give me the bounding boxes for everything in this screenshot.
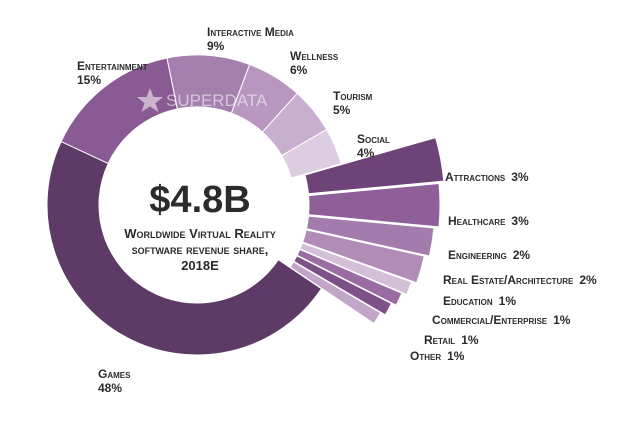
slice-label-group: Real Estate/Architecture 2%: [443, 273, 597, 287]
slice-label: Attractions: [445, 170, 506, 184]
value-label: 9%: [207, 39, 225, 53]
slice-label-group: Other 1%: [410, 349, 465, 363]
value-label: 1%: [461, 333, 479, 347]
center-title: $4.8B: [149, 179, 250, 221]
slice-label: Wellness: [290, 49, 339, 63]
slice: [299, 242, 413, 296]
slice-label: Other: [410, 349, 441, 363]
value-label: 2%: [579, 273, 597, 287]
value-label: 1%: [447, 349, 465, 363]
slice: [302, 229, 425, 284]
slice: [305, 215, 435, 257]
slice-label-group: Healthcare 3%: [448, 214, 529, 228]
slice-label-group: Retail 1%: [424, 333, 479, 347]
value-label: 1%: [553, 313, 571, 327]
value-label: 1%: [499, 294, 517, 308]
slice-label-group: Education 1%: [443, 294, 516, 308]
value-label: 5%: [333, 103, 351, 117]
watermark-star: [137, 88, 163, 112]
slice-label: Education: [443, 294, 493, 308]
slice-label: Real Estate/Architecture: [443, 273, 574, 287]
slice-label: Games: [98, 367, 131, 381]
center-subtitle: software revenue share,: [132, 242, 269, 257]
slices: [46, 54, 445, 356]
slice-label: Commercial/Enterprise: [432, 313, 548, 327]
slice: [46, 140, 323, 356]
value-label: 2%: [513, 248, 531, 262]
value-label: 15%: [77, 73, 101, 87]
slice-label: Engineering: [448, 248, 507, 262]
watermark: SUPERDATA: [137, 88, 268, 112]
slice-label-group: Attractions 3%: [445, 170, 529, 184]
value-label: 48%: [98, 381, 122, 395]
slice: [296, 248, 403, 306]
slice: [304, 136, 445, 195]
slice-label: Entertainment: [77, 59, 148, 73]
slice: [280, 128, 342, 179]
slice-label: Healthcare: [448, 214, 506, 228]
slice: [308, 182, 441, 228]
center-subtitle: Worldwide Virtual Reality: [124, 226, 276, 241]
center-subtitle: 2018E: [181, 258, 219, 273]
slice-label: Social: [357, 132, 390, 146]
watermark-text: SUPERDATA: [166, 91, 268, 110]
slice-label-group: Commercial/Enterprise 1%: [432, 313, 571, 327]
value-label: 3%: [511, 170, 529, 184]
value-label: 4%: [357, 146, 375, 160]
value-label: 3%: [511, 214, 529, 228]
slice: [293, 255, 393, 316]
value-label: 6%: [290, 63, 308, 77]
slice-label: Retail: [424, 333, 455, 347]
slice-label: Interactive Media: [207, 25, 294, 39]
slice-label: Tourism: [333, 89, 373, 103]
slice-label-group: Engineering 2%: [448, 248, 530, 262]
